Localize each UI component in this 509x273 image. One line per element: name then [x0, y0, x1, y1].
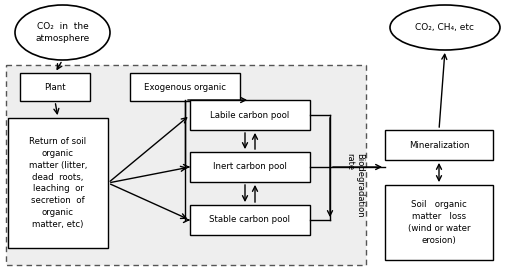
Bar [190, 152, 309, 182]
Bar [20, 73, 90, 101]
Text: Exogenous organic: Exogenous organic [144, 82, 225, 91]
Text: CO₂, CH₄, etc: CO₂, CH₄, etc [415, 23, 473, 32]
Ellipse shape [389, 5, 499, 50]
Bar [384, 130, 492, 160]
Bar [130, 73, 240, 101]
Text: Mineralization: Mineralization [408, 141, 468, 150]
Bar [190, 100, 309, 130]
Bar [6, 65, 365, 265]
Text: Biodegradation
rate: Biodegradation rate [344, 153, 364, 217]
Bar [384, 185, 492, 260]
Text: Inert carbon pool: Inert carbon pool [213, 162, 287, 171]
Bar [190, 205, 309, 235]
Text: Stable carbon pool: Stable carbon pool [209, 215, 290, 224]
Ellipse shape [15, 5, 110, 60]
Text: Return of soil
organic
matter (litter,
dead  roots,
leaching  or
secretion  of
o: Return of soil organic matter (litter, d… [29, 137, 87, 229]
Text: Plant: Plant [44, 82, 66, 91]
Bar [8, 118, 108, 248]
Text: CO₂  in  the
atmosphere: CO₂ in the atmosphere [35, 22, 90, 43]
Text: Soil   organic
matter   loss
(wind or water
erosion): Soil organic matter loss (wind or water … [407, 200, 469, 245]
Text: Labile carbon pool: Labile carbon pool [210, 111, 289, 120]
